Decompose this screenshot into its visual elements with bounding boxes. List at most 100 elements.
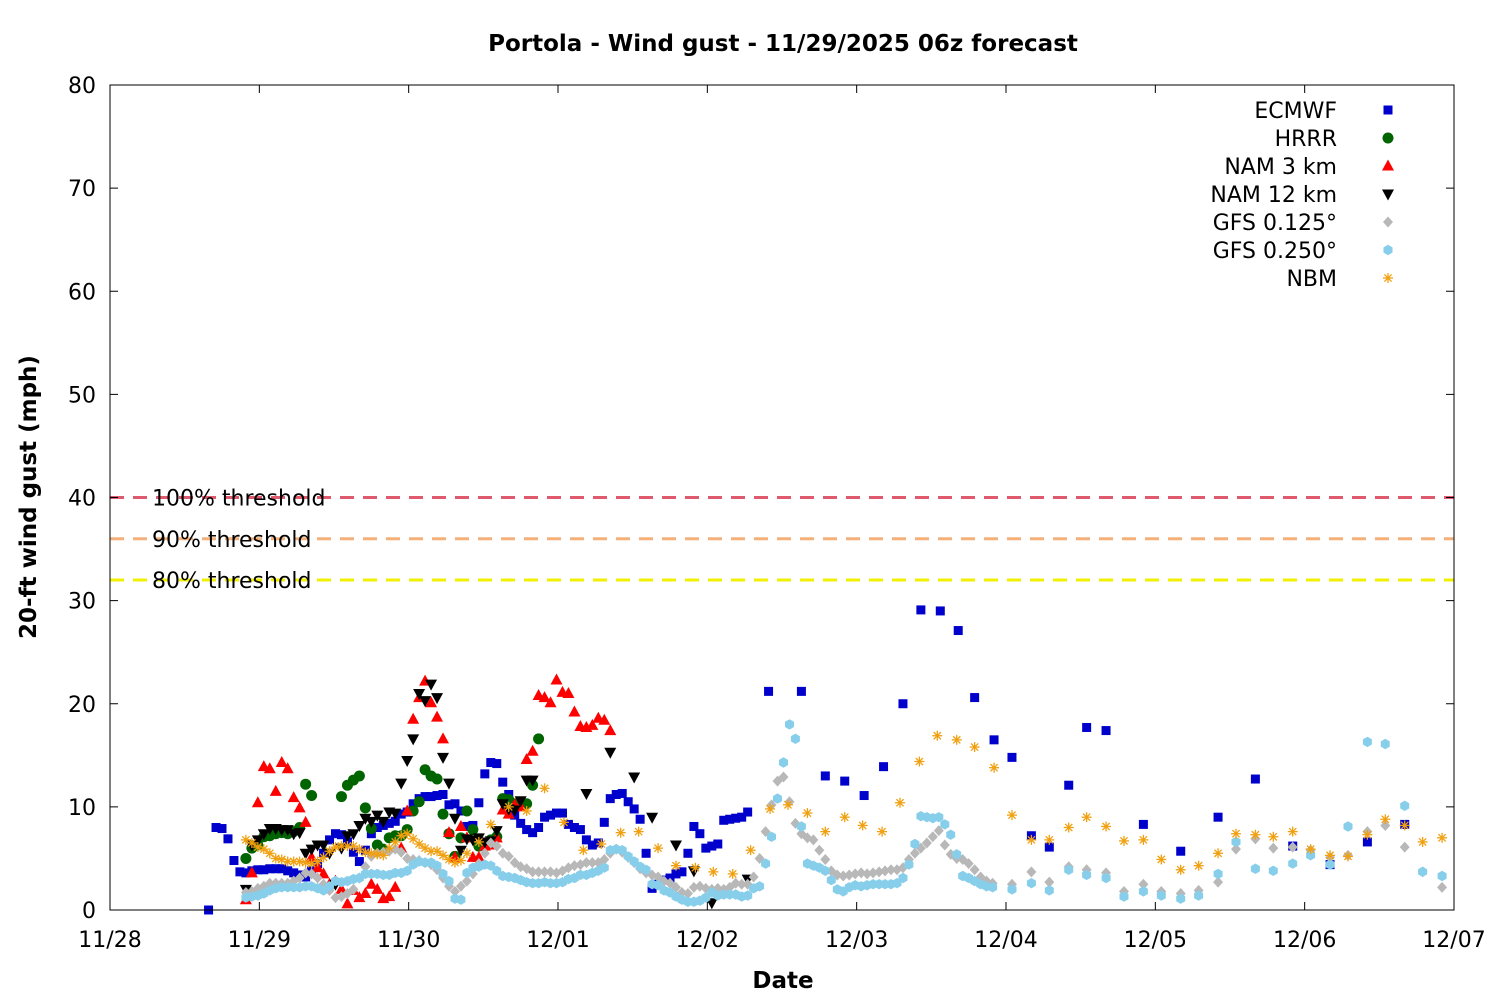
data-point [1251,864,1260,875]
data-point [474,837,484,847]
data-point [1380,814,1390,824]
data-point [522,806,532,816]
data-point [797,687,806,696]
data-point [486,819,496,829]
data-point [568,706,580,717]
data-point [558,809,567,818]
x-tick-label: 12/07 [1422,928,1485,953]
data-point [461,806,472,817]
data-point [990,735,999,744]
data-point [306,790,317,801]
data-point [1325,850,1335,860]
y-tick-label: 30 [68,590,96,615]
data-point [437,732,449,743]
data-point [914,757,924,767]
data-point [879,762,888,771]
data-point [858,820,868,830]
threshold-label: 100% threshold [152,487,326,512]
data-points [204,605,1447,914]
series-gfs-0-125 [241,771,1447,903]
data-point [229,856,238,865]
data-point [604,724,616,735]
data-point [498,778,507,787]
data-point [218,824,227,833]
legend-label: GFS 0.250° [1213,239,1337,264]
data-point [1437,882,1447,893]
data-point [1119,836,1129,846]
x-tick-label: 11/30 [377,928,440,953]
y-tick-label: 10 [68,796,96,821]
data-point [1418,837,1428,847]
x-tick-label: 12/02 [676,928,739,953]
data-point [1363,737,1372,747]
threshold-label: 90% threshold [152,528,312,553]
data-point [336,791,347,802]
threshold-lines: 100% threshold90% threshold80% threshold [110,487,1454,595]
data-point [765,804,775,814]
data-point [414,796,425,807]
data-point [1082,723,1091,732]
data-point [578,845,588,855]
data-point [1231,829,1241,839]
data-point [779,757,788,767]
data-point [360,802,371,813]
y-tick-label: 60 [68,280,96,305]
data-point [288,791,300,802]
data-point [936,606,945,615]
data-point [1269,866,1278,876]
data-point [653,843,663,853]
data-point [401,756,413,767]
data-point [1383,133,1394,144]
data-point [492,759,501,768]
data-point [527,745,539,756]
data-point [1437,833,1447,843]
legend-label: NAM 3 km [1224,155,1337,180]
data-point [646,813,658,824]
data-point [916,605,925,614]
data-point [952,735,962,745]
data-point [708,867,718,877]
data-point [1138,835,1148,845]
data-point [1156,854,1166,864]
data-point [1418,867,1427,877]
data-point [1101,821,1111,831]
y-tick-label: 80 [68,74,96,99]
x-axis-label: Date [752,968,813,994]
x-tick-label: 11/29 [228,928,291,953]
data-point [580,789,592,800]
data-point [559,817,569,827]
data-point [1026,835,1036,845]
data-point [1251,775,1260,784]
data-point [895,798,905,808]
data-point [898,699,907,708]
data-point [1383,217,1393,228]
data-point [1362,830,1372,840]
data-point [1064,781,1073,790]
data-point [270,785,282,796]
data-point [840,812,850,822]
data-point [300,816,312,827]
data-point [1139,820,1148,829]
data-point [438,809,449,820]
data-point [820,854,830,865]
data-point [616,828,626,838]
data-point [670,841,682,852]
data-point [456,856,466,866]
chart-title: Portola - Wind gust - 11/29/2025 06z for… [488,31,1078,57]
x-tick-label: 12/01 [526,928,589,953]
data-point [437,753,449,764]
data-point [1007,810,1017,820]
data-point [746,845,756,855]
data-point [1214,813,1223,822]
data-point [970,742,980,752]
data-point [443,779,455,790]
y-tick-label: 20 [68,693,96,718]
data-point [1382,190,1394,201]
data-point [1213,848,1223,858]
data-point [474,798,483,807]
data-point [1044,835,1054,845]
data-point [1400,801,1409,811]
data-point [1288,858,1297,868]
legend-label: HRRR [1275,127,1337,152]
data-point [1176,865,1186,875]
